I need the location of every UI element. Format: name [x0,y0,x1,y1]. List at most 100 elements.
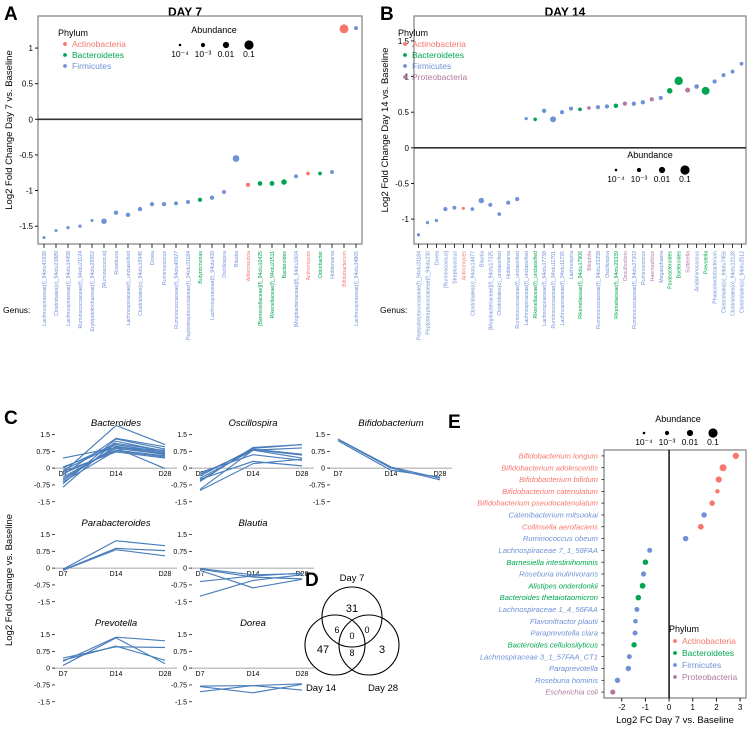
phylum-legend-title: Phylum [398,28,428,38]
species-point [610,689,616,695]
venn-label-day14: Day 14 [306,683,336,694]
data-point [161,201,167,207]
subplot-title: Blautia [238,518,267,529]
genus-tick-label: Peptostreptococcaceae(f)_94otu230 [425,251,431,335]
species-label: Bacteroides thetaiotaomicron [500,593,598,602]
genus-tick-label: Rikenellaceae(f)_unclassified [533,251,539,319]
e-xtick: -2 [618,703,626,712]
data-point [685,87,691,93]
species-point [614,677,621,683]
svg-text:1.5: 1.5 [398,37,410,46]
data-point [515,197,520,202]
e-xtick: 0 [667,703,672,712]
genus-tick-label: Roseburia [114,251,120,275]
data-point [631,101,637,106]
panel-b-label: B [380,4,394,25]
c-ytick: -1.5 [313,499,325,506]
c-xtick: D28 [296,471,309,478]
data-point [604,104,609,109]
species-label: Lachnospiraceae 1_4_56FAA [499,605,599,614]
genus-tick-label: Haemophilus [650,251,656,282]
panel-c-plot: Log2 Fold Change vs. Baseline Bacteroides… [4,418,452,706]
e-abundance-tick: 10⁻⁴ [635,437,653,447]
e-xtick: -1 [642,703,650,712]
c-ytick: 0 [46,666,50,673]
genus-tick-label: Holdemania [330,251,336,279]
data-point [443,207,448,212]
genus-tick-label: Streptococcus [452,251,458,284]
c-ytick: -1.5 [38,599,50,606]
species-label: Bifidobacterium longum [519,452,598,461]
genus-tick-label: Dorea [150,251,156,265]
data-point [232,155,240,162]
genus-tick-label: Clostridiales(o)_unclassified [497,251,503,316]
species-point [631,642,637,648]
trend-line [62,636,166,662]
data-point [125,212,131,217]
genus-tick-label: Rikenellaceae(f)_94otu21511 [270,251,276,319]
species-label: Bifidobacterium bifidum [519,475,598,484]
e-phylum-item: Actinobacteria [682,636,736,646]
species-point [642,559,649,565]
species-point [635,594,642,601]
genus-tick-label: Clostridiales(o)_94otu23889 [54,251,60,316]
c-ytick: 0 [183,566,187,573]
e-phylum-item: Bacteroidetes [682,648,734,658]
venn-label-day28: Day 28 [368,683,398,694]
c-xtick: D7 [59,571,68,578]
genus-tick-label: Ruminococcus [641,251,647,285]
c-xtick: D14 [385,471,398,478]
trend-line [62,442,166,469]
genus-tick-label: Clostridiales(o)_94otu15945 [138,251,144,316]
species-point [639,582,646,589]
data-point [174,201,178,206]
svg-text:0.5: 0.5 [398,108,410,117]
genus-tick-label: Lachnospiraceae(f)_94otu14458 [66,251,72,326]
species-point [697,523,704,530]
c-ytick: 0.75 [173,649,187,656]
species-label: Escherichia coli [545,688,598,697]
c-xtick: D7 [196,571,205,578]
genus-tick-label: Rikenellaceae(f)_94otu17906 [578,251,584,319]
data-point [478,197,485,204]
trend-line [337,438,441,481]
genus-tick-label: Ruminococcaceae(f)_unclassified [515,251,521,329]
genus-tick-label: Phascolarctobacterium [713,251,719,304]
c-xtick: D7 [196,471,205,478]
c-ytick: 1.5 [177,532,187,539]
svg-text:Log2 Fold Change vs. Baseline: Log2 Fold Change vs. Baseline [4,514,15,646]
c-xtick: D14 [247,471,260,478]
venn-day7-day14: 6 [334,625,339,635]
e-xtick: 3 [738,703,743,712]
abundance-tick: 10⁻⁴ [607,174,625,184]
trend-line [62,540,166,570]
data-point [281,179,287,185]
data-point [739,61,744,66]
species-point [625,665,632,672]
trend-line [199,458,303,492]
c-ytick: -1.5 [38,699,50,706]
trend-line [62,450,166,483]
data-point [245,182,251,187]
c-xtick: D28 [296,571,309,578]
genus-tick-label: Peptostreptococcaceae(f)_94otu31184 [186,251,192,340]
trend-line [199,448,303,481]
c-ytick: 0 [321,466,325,473]
genus-tick-label: [Ruminococcus] [102,250,108,287]
genus-tick-label: Blautia [234,251,240,267]
genus-tick-label: Adlercreutzia [246,251,252,281]
svg-text:0: 0 [29,115,34,124]
genus-tick-label: Lachnospiraceae(f)_94otu41928 [42,251,48,326]
species-point [647,547,653,553]
genus-tick-label: Lachnospiraceae(f)_unclassified [126,251,132,326]
trend-line [62,447,166,480]
venn-label-day7: Day 7 [340,573,365,584]
panel-e: -2 -1 0 1 2 3 Log2 FC Day 7 vs. Baseline Bifido… [376,400,753,742]
genus-tick-label: Parabacteroides [668,251,674,289]
c-ytick: 0.75 [36,449,50,456]
phylum-legend-item: Firmicutes [72,61,111,71]
species-label: Alistipes onderdonkii [527,581,598,590]
species-label: Bifidobacterium pseudocatenulatum [477,499,598,508]
c-ytick: 1.5 [177,432,187,439]
